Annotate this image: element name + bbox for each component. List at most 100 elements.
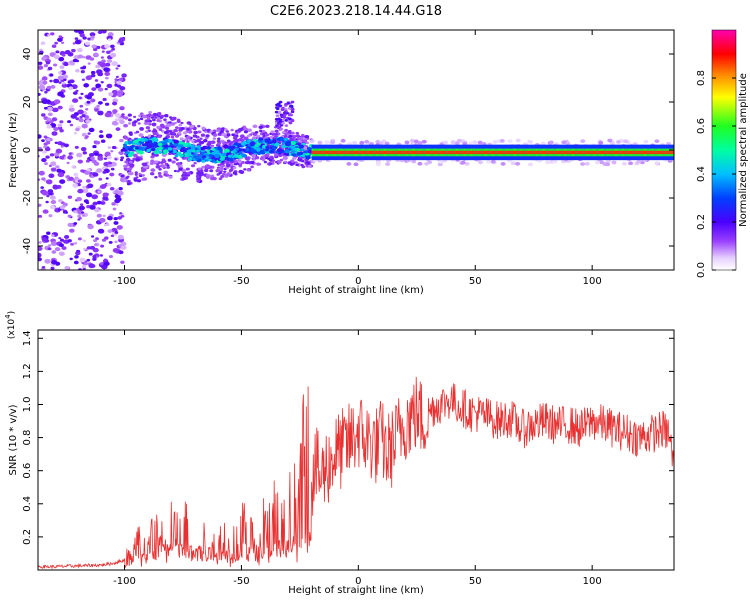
heatmap-cell [447,150,449,155]
heatmap-cell [337,150,340,155]
heatmap-cell [62,211,67,214]
heatmap-cell [176,170,180,173]
heatmap-cell [73,210,78,214]
heatmap-cell [359,140,365,145]
heatmap-cell [57,75,65,81]
heatmap-cell [464,162,470,166]
heatmap-cell [645,150,647,155]
heatmap-cell [133,139,139,144]
heatmap-cell [456,150,458,155]
heatmap-cell [527,139,533,144]
heatmap-cell [233,166,237,169]
heatmap-cell [492,150,494,155]
heatmap-cell [111,145,117,150]
heatmap-cell [194,140,198,143]
heatmap-cell [216,139,221,143]
heatmap-cell [611,160,617,165]
heatmap-cell [89,32,96,37]
heatmap-cell [265,146,270,149]
heatmap-cell [163,170,169,175]
heatmap-cell [324,140,330,144]
heatmap-cell [273,126,278,129]
heatmap-cell [490,159,496,164]
heatmap-cell [275,114,280,118]
heatmap-cell [64,235,70,239]
heatmap-cell [44,147,51,152]
heatmap-cell [104,112,112,118]
heatmap-cell [142,162,148,167]
heatmap-cell [118,39,124,44]
heatmap-cell [306,161,311,165]
heatmap-cell [219,157,225,161]
heatmap-cell [520,150,522,155]
heatmap-cell [561,150,563,155]
heatmap-cell [106,155,112,160]
heatmap-cell [82,239,86,243]
heatmap-cell [49,195,56,200]
heatmap-cell [109,44,115,49]
heatmap-cell [377,150,379,155]
heatmap-cell [63,143,70,148]
heatmap-cell [413,139,419,144]
heatmap-cell [201,126,206,130]
heatmap-cell [154,160,159,164]
heatmap-cell [141,168,147,172]
heatmap-cell [138,172,142,176]
heatmap-cell [616,140,621,144]
heatmap-cell [284,149,290,154]
heatmap-cell [238,148,243,152]
heatmap-cell [562,150,564,155]
heatmap-cell [431,150,433,155]
heatmap-cell [67,239,72,243]
heatmap-cell [254,156,260,160]
heatmap-cell [134,171,139,174]
heatmap-cell [114,78,118,81]
heatmap-cell [81,264,87,269]
heatmap-cell [102,214,106,218]
heatmap-cell [641,150,644,155]
heatmap-cell [96,45,101,49]
heatmap-cell [101,50,105,53]
heatmap-cell [317,140,323,145]
heatmap-cell [156,125,161,129]
heatmap-cell [397,150,400,155]
heatmap-cell [62,246,66,250]
heatmap-cell [49,73,54,77]
heatmap-cell [600,150,603,155]
heatmap-cell [168,130,173,133]
top-y-ticks: -40 -20 0 20 40 [22,48,674,254]
heatmap-cell [102,192,109,198]
y-tick-label: 0.8 [22,430,33,446]
heatmap-cell [579,150,581,155]
heatmap-cell [472,150,474,155]
heatmap-cell [87,132,91,135]
heatmap-cell [570,150,573,155]
heatmap-cell [53,126,59,132]
heatmap-cell [270,130,275,134]
heatmap-cell [74,176,79,180]
heatmap-cell [544,150,546,155]
heatmap-cell [155,164,161,169]
heatmap-cell [86,205,91,209]
heatmap-cell [526,150,529,155]
heatmap-cell [558,150,560,155]
heatmap-cell [103,67,110,72]
heatmap-cell [284,124,289,127]
heatmap-cell [85,75,93,81]
heatmap-cell [472,140,478,144]
heatmap-cell [93,239,98,243]
heatmap-cell [422,150,425,155]
heatmap-cell [503,150,505,155]
heatmap-cell [40,41,46,45]
heatmap-cell [314,150,316,155]
heatmap-cell [91,159,97,164]
heatmap-cell [275,118,279,121]
heatmap-cell [552,150,555,155]
heatmap-cell [419,150,421,155]
heatmap-cell [144,142,149,147]
heatmap-cell [576,150,578,155]
heatmap-cell [489,150,491,155]
heatmap-cell [649,150,651,155]
heatmap-cell [217,137,221,141]
heatmap-cell [139,117,144,121]
